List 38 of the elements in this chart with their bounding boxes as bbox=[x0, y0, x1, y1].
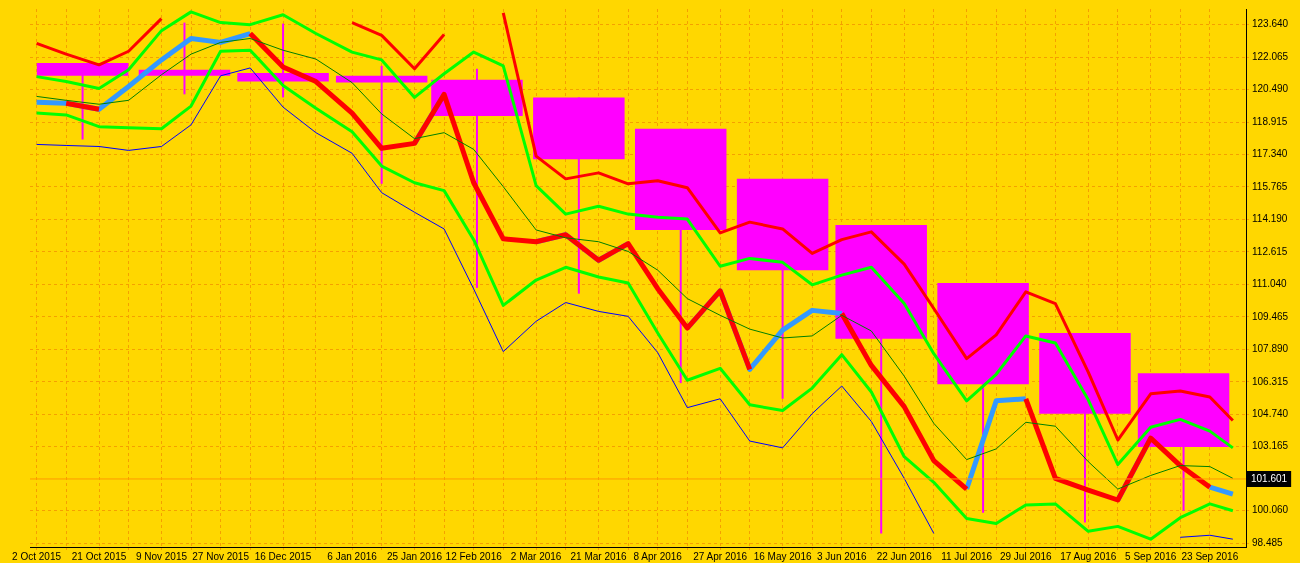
y-tick-label: 106.315 bbox=[1252, 375, 1289, 387]
x-tick-label: 16 Dec 2015 bbox=[254, 550, 312, 562]
x-tick-label: 16 May 2016 bbox=[753, 550, 812, 562]
y-tick-label: 112.615 bbox=[1252, 245, 1288, 257]
y-tick-label: 103.165 bbox=[1252, 440, 1289, 452]
x-tick-label: 29 Jul 2016 bbox=[999, 550, 1053, 562]
x-tick-label: 23 Sep 2016 bbox=[1181, 550, 1239, 562]
x-tick-label: 25 Jan 2016 bbox=[386, 550, 443, 562]
x-tick-label: 22 Jun 2016 bbox=[876, 550, 933, 562]
y-tick-label: 111.040 bbox=[1252, 278, 1288, 290]
y-tick-label: 122.065 bbox=[1252, 50, 1289, 62]
y-tick-label: 104.740 bbox=[1252, 408, 1289, 419]
y-tick-label: 114.190 bbox=[1252, 213, 1288, 225]
x-tick-label: 5 Sep 2016 bbox=[1125, 550, 1177, 562]
y-tick-label: 117.340 bbox=[1252, 148, 1288, 160]
x-tick-label: 21 Oct 2015 bbox=[71, 550, 127, 562]
y-tick-label: 118.915 bbox=[1252, 115, 1288, 127]
x-tick-label: 27 Nov 2015 bbox=[192, 550, 250, 562]
candlestick bbox=[335, 64, 428, 185]
y-tick-label: 120.490 bbox=[1252, 83, 1289, 95]
x-tick-label: 9 Nov 2015 bbox=[135, 550, 188, 562]
x-tick-label: 27 Apr 2016 bbox=[693, 550, 748, 562]
x-tick-label: 8 Apr 2016 bbox=[633, 550, 683, 562]
x-tick-label: 12 Feb 2016 bbox=[445, 550, 503, 562]
y-tick-label: 123.640 bbox=[1252, 18, 1289, 30]
x-tick-label: 3 Jun 2016 bbox=[817, 550, 867, 562]
y-tick-label: 98.485 bbox=[1252, 536, 1284, 548]
x-tick-label: 6 Jan 2016 bbox=[327, 550, 378, 562]
y-tick-label: 115.765 bbox=[1252, 180, 1288, 192]
y-tick-label: 107.890 bbox=[1252, 343, 1289, 355]
x-tick-label: 2 Mar 2016 bbox=[510, 550, 562, 562]
y-tick-label: 109.465 bbox=[1252, 310, 1289, 322]
y-tick-label: 100.060 bbox=[1252, 504, 1289, 516]
ref-line-label: 101.601 bbox=[1251, 472, 1288, 484]
x-tick-label: 21 Mar 2016 bbox=[570, 550, 628, 562]
x-tick-label: 2 Oct 2015 bbox=[12, 550, 62, 562]
x-tick-label: 11 Jul 2016 bbox=[941, 550, 993, 562]
x-tick-label: 17 Aug 2016 bbox=[1060, 550, 1117, 562]
